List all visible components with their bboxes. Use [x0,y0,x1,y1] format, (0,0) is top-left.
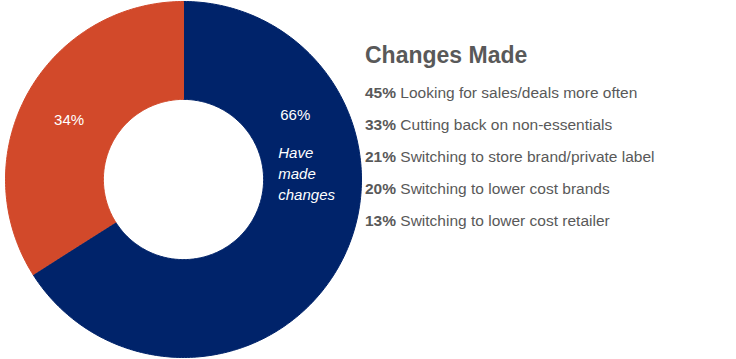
html-text:13% Switching to lower cost re: 13% Switching to lower cost retailer [365,212,610,229]
svg-text:Havemadechanges: Havemadechanges [278,144,335,203]
html-text:20% Switching to lower cost br: 20% Switching to lower cost brands [365,180,610,197]
html-text:45% Looking for sales/deals mo: 45% Looking for sales/deals more often [365,84,638,101]
html-text:21% Switching to store brand/p: 21% Switching to store brand/private lab… [365,148,655,165]
svg-text:66%: 66% [280,106,310,123]
svg-text:34%: 34% [54,111,84,128]
html-text:Changes Made: Changes Made [365,42,528,68]
html-text:33% Cutting back on non-essent: 33% Cutting back on non-essentials [365,116,613,133]
